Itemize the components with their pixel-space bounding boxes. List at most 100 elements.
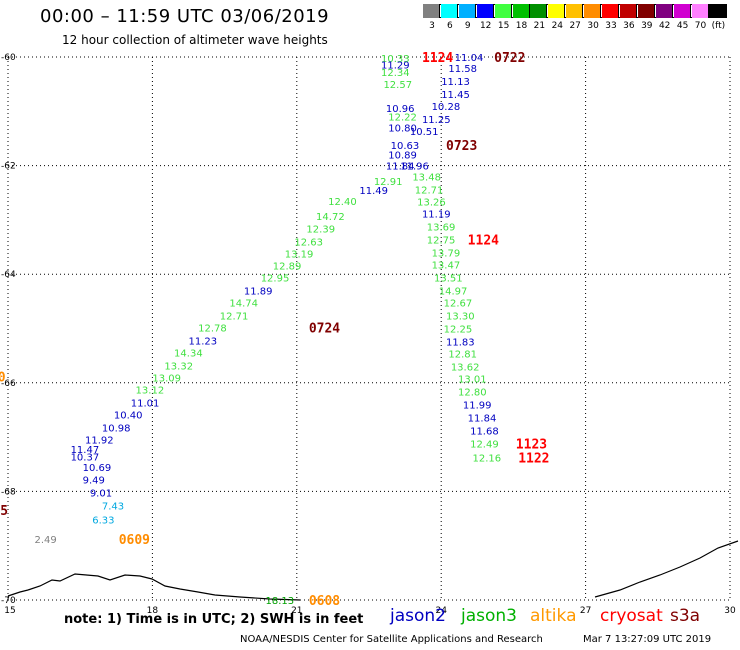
legend-item-cryosat: cryosat xyxy=(600,606,663,626)
scale-swatch xyxy=(494,4,512,18)
x-tick-label: 21 xyxy=(291,606,302,616)
wave-height-value: 11.84 xyxy=(386,162,415,173)
wave-height-value: 11.58 xyxy=(448,64,477,75)
scale-label: 12 xyxy=(479,21,492,31)
scale-swatch xyxy=(637,4,655,18)
scale-swatch xyxy=(440,4,458,18)
wave-height-value: 13.01 xyxy=(458,374,487,385)
x-tick-label: 18 xyxy=(147,606,159,616)
wave-height-value: 10.28 xyxy=(432,102,461,113)
wave-height-value: 14.97 xyxy=(439,286,468,297)
scale-swatch xyxy=(548,4,566,18)
scale-label: (ft) xyxy=(711,21,726,31)
wave-height-value: 11.19 xyxy=(422,209,451,220)
wave-height-value: 12.16 xyxy=(472,454,501,465)
x-tick-label: 15 xyxy=(4,606,15,616)
pass-time-label: 0610 xyxy=(0,370,6,385)
wave-height-value: 13.19 xyxy=(285,250,314,261)
wave-height-value: 10.33 xyxy=(381,54,410,65)
wave-height-value: 11.45 xyxy=(441,90,470,101)
pass-time-label: 0608 xyxy=(309,594,340,609)
scale-label: 3 xyxy=(429,21,435,31)
wave-height-value: 13.09 xyxy=(152,373,181,384)
wave-height-value: 12.71 xyxy=(220,311,249,322)
scale-swatch xyxy=(673,4,691,18)
scale-swatch xyxy=(423,4,440,18)
legend-item-s3a: s3a xyxy=(670,606,701,626)
wave-height-value: 13.48 xyxy=(412,172,441,183)
y-tick-label: -62 xyxy=(1,162,16,172)
wave-height-value: 11.23 xyxy=(189,336,218,347)
wave-height-value: 11.96 xyxy=(400,162,429,173)
wave-height-value: 12.34 xyxy=(381,68,410,79)
wave-height-value: 13.32 xyxy=(164,361,193,372)
wave-height-value: 10.89 xyxy=(388,151,417,162)
wave-height-value: 10.40 xyxy=(114,410,143,421)
scale-swatch xyxy=(530,4,548,18)
wave-height-value: 11.25 xyxy=(422,115,451,126)
wave-height-value: 14.74 xyxy=(229,298,258,309)
wave-height-value: 11.47 xyxy=(71,445,100,456)
wave-height-value: 13.69 xyxy=(427,222,456,233)
wave-height-value: 11.99 xyxy=(463,401,492,412)
wave-height-value: 12.49 xyxy=(470,440,499,451)
scale-swatch xyxy=(566,4,584,18)
wave-height-value: 11.13 xyxy=(441,77,470,88)
wave-height-value: 11.92 xyxy=(85,435,114,446)
footnote: note: 1) Time is in UTC; 2) SWH is in fe… xyxy=(64,612,364,627)
wave-height-value: 10.69 xyxy=(83,463,112,474)
scale-swatch xyxy=(691,4,709,18)
coastline-east xyxy=(594,540,739,598)
wave-height-value: 14.34 xyxy=(174,348,203,359)
wave-height-value: 11.49 xyxy=(359,186,388,197)
y-tick-label: -68 xyxy=(1,487,16,497)
scale-label: 9 xyxy=(464,21,471,31)
scale-label: 18 xyxy=(515,21,528,31)
y-tick-label: -60 xyxy=(1,53,16,63)
wave-height-value: 13.12 xyxy=(136,385,165,396)
scale-label: 39 xyxy=(641,21,653,31)
pass-time-label: 1124 xyxy=(422,51,453,66)
wave-height-value: 10.51 xyxy=(410,127,439,138)
scale-label: 33 xyxy=(605,21,617,31)
wave-height-value: 12.80 xyxy=(458,387,487,398)
scale-label: 27 xyxy=(569,21,581,31)
x-tick-label: 27 xyxy=(580,606,591,616)
wave-height-value: 12.22 xyxy=(388,113,417,124)
wave-height-value: 14.72 xyxy=(316,212,345,223)
wave-height-value: 11.29 xyxy=(381,61,410,72)
wave-height-value: 13.26 xyxy=(417,197,446,208)
wave-height-value: 10.96 xyxy=(386,104,415,115)
pass-time-label: 1123 xyxy=(516,438,547,453)
wave-height-value: 12.75 xyxy=(427,235,456,246)
wave-height-value: 12.25 xyxy=(444,325,473,336)
pass-time-label: 0724 xyxy=(309,321,340,336)
pass-time-label: 1124 xyxy=(468,233,499,248)
legend-item-jason2: jason2 xyxy=(390,606,446,626)
legend-item-jason3: jason3 xyxy=(461,606,517,626)
axis-ticks: 15 18 21 24 27 30 -60 -62 -64 -66 -68 -70 xyxy=(1,53,736,616)
wave-height-value: 12.95 xyxy=(261,273,290,284)
scale-label: 70 xyxy=(694,21,707,31)
wave-height-value: 12.67 xyxy=(444,298,473,309)
map-grid xyxy=(7,56,731,601)
pass-time-label: 0722 xyxy=(494,51,525,66)
wave-height-value: 12.89 xyxy=(273,262,302,273)
map-subtitle: 12 hour collection of altimeter wave hei… xyxy=(62,33,328,47)
scale-label: 21 xyxy=(533,21,546,31)
pass-time-label: 0725 xyxy=(0,504,8,519)
wave-height-value: 10.80 xyxy=(388,124,417,135)
scale-label: 6 xyxy=(447,21,453,31)
wave-height-value: 13.62 xyxy=(451,363,480,374)
wave-height-value: 9.01 xyxy=(90,488,112,499)
wave-height-value: 11.68 xyxy=(470,427,499,438)
wave-height-value: 11.84 xyxy=(468,414,497,425)
coastline-west xyxy=(7,589,29,597)
wave-height-value: 6.33 xyxy=(92,516,114,527)
wave-height-value: 11.04 xyxy=(455,53,484,64)
scale-swatch xyxy=(512,4,530,18)
wave-height-value: 18.13 xyxy=(266,596,295,607)
